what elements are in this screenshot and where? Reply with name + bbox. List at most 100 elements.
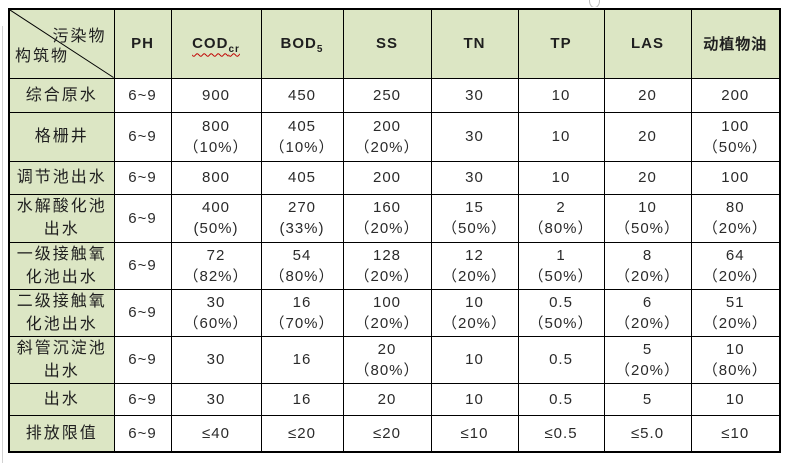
data-cell[interactable]: 0.5 [517,335,605,384]
data-cell[interactable]: 10 [690,382,781,416]
data-cell[interactable]: 128 （20%） [342,241,432,290]
data-cell[interactable]: 20 [603,77,692,113]
data-cell[interactable]: 10 [517,77,605,113]
data-cell[interactable]: 0.5 [517,382,605,416]
data-cell[interactable]: 10 [517,160,605,195]
data-cell[interactable]: 800 （10%） [170,111,262,162]
data-cell[interactable]: 6~9 [113,160,172,195]
data-cell[interactable]: 1 （50%） [517,241,605,290]
row-label[interactable]: 斜管沉淀池 出水 [8,335,115,384]
data-cell[interactable]: 30 [430,111,519,162]
data-cell[interactable]: 0.5 （50%） [517,288,605,337]
column-header-label: TP [550,35,571,52]
data-cell[interactable]: 30 [170,382,262,416]
data-cell[interactable]: 200 [690,77,781,113]
data-cell[interactable]: 400 (50%) [170,193,262,243]
table-row: 出水 6~9 30 16 20 10 0.5 5 10 [8,382,781,416]
data-cell[interactable]: 30 [430,160,519,195]
data-cell[interactable]: 250 [342,77,432,113]
data-cell[interactable]: 2 （80%） [517,193,605,243]
row-label[interactable]: 二级接触氧 化池出水 [8,288,115,337]
data-cell[interactable]: 6~9 [113,414,172,453]
data-cell[interactable]: 30 （60%） [170,288,262,337]
data-cell[interactable]: 200 （20%） [342,111,432,162]
data-cell[interactable]: 6~9 [113,335,172,384]
data-cell[interactable]: 64 （20%） [690,241,781,290]
data-cell[interactable]: 20 [603,160,692,195]
data-cell[interactable]: 10 （50%） [603,193,692,243]
table-row: 水解酸化池 出水 6~9 400 (50%) 270 (33%) 160 （20%） 15 （50… [8,193,781,243]
data-cell[interactable]: 900 [170,77,262,113]
data-cell[interactable]: 5 （20%） [603,335,692,384]
data-cell[interactable]: 8 （20%） [603,241,692,290]
data-cell[interactable]: 16 [260,335,344,384]
data-cell[interactable]: ≤10 [690,414,781,453]
column-header-ss[interactable]: SS [342,8,432,79]
row-label[interactable]: 格栅井 [8,111,115,162]
data-cell[interactable]: 200 [342,160,432,195]
data-cell[interactable]: ≤5.0 [603,414,692,453]
data-cell[interactable]: 12 （20%） [430,241,519,290]
data-cell[interactable]: 20 [342,382,432,416]
data-cell[interactable]: ≤20 [342,414,432,453]
data-cell[interactable]: 100 （50%） [690,111,781,162]
cell-line: 10 [465,293,484,311]
column-header-cod[interactable]: CODcr [170,8,262,79]
data-cell[interactable]: 16 [260,382,344,416]
column-header-tn[interactable]: TN [430,8,519,79]
row-label[interactable]: 排放限值 [8,414,115,453]
data-cell[interactable]: 30 [430,77,519,113]
data-cell[interactable]: 800 [170,160,262,195]
data-cell[interactable]: 15 （50%） [430,193,519,243]
data-cell[interactable]: 80 （20%） [690,193,781,243]
data-cell[interactable]: 6~9 [113,288,172,337]
data-cell[interactable]: 54 （80%） [260,241,344,290]
data-cell[interactable]: 6~9 [113,77,172,113]
data-cell[interactable]: 10 （20%） [430,288,519,337]
cell-line: 400 [201,199,231,216]
data-cell[interactable]: 51 （20%） [690,288,781,337]
data-cell[interactable]: 450 [260,77,344,113]
data-cell[interactable]: 10 [517,111,605,162]
data-cell[interactable]: ≤20 [260,414,344,453]
data-cell[interactable]: 100 [690,160,781,195]
data-cell[interactable]: 100 （20%） [342,288,432,337]
data-cell[interactable]: 10 [430,382,519,416]
data-cell[interactable]: 6~9 [113,241,172,290]
data-cell[interactable]: 20 [603,111,692,162]
data-cell[interactable]: 20 （80%） [342,335,432,384]
row-label[interactable]: 水解酸化池 出水 [8,193,115,243]
cell-line: 10 [638,199,657,216]
data-cell[interactable]: ≤10 [430,414,519,453]
data-cell[interactable]: 160 （20%） [342,193,432,243]
data-cell[interactable]: 405 （10%） [260,111,344,162]
row-label[interactable]: 综合原水 [8,77,115,113]
row-label[interactable]: 出水 [8,382,115,416]
column-header-tp[interactable]: TP [517,8,605,79]
data-cell[interactable]: 30 [170,335,262,384]
data-cell[interactable]: ≤40 [170,414,262,453]
cell-line: 6 [642,293,653,311]
cell-line: 5 [642,390,653,408]
row-label[interactable]: 一级接触氧 化池出水 [8,241,115,290]
corner-header[interactable]: 污染物 构筑物 [8,8,115,79]
data-cell[interactable]: 6 （20%） [603,288,692,337]
cell-line: 900 [201,86,231,104]
column-header-las[interactable]: LAS [603,8,692,79]
row-label[interactable]: 调节池出水 [8,160,115,195]
data-cell[interactable]: 5 [603,382,692,416]
data-cell[interactable]: 6~9 [113,111,172,162]
data-cell[interactable]: 6~9 [113,193,172,243]
data-cell[interactable]: ≤0.5 [517,414,605,453]
data-cell[interactable]: 10 （80%） [690,335,781,384]
data-cell[interactable]: 16 （70%） [260,288,344,337]
column-header-bod[interactable]: BOD5 [260,8,344,79]
data-cell[interactable]: 405 [260,160,344,195]
data-cell[interactable]: 6~9 [113,382,172,416]
data-cell[interactable]: 270 (33%) [260,193,344,243]
data-cell[interactable]: 72 （82%） [170,241,262,290]
column-header-动植物油[interactable]: 动植物油 [690,8,781,79]
column-header-ph[interactable]: PH [113,8,172,79]
data-cell[interactable]: 10 [430,335,519,384]
table-row: 调节池出水 6~9 800 405 200 30 10 20 100 [8,160,781,195]
